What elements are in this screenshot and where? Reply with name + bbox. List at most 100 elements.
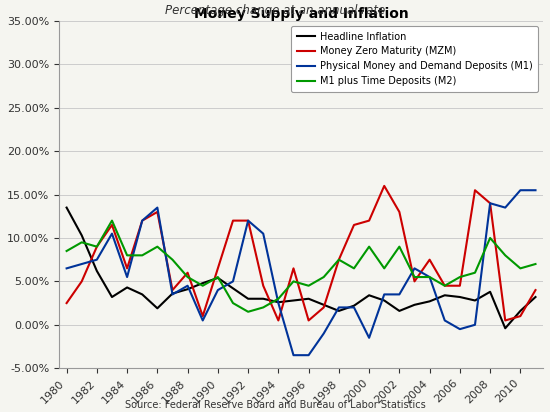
Physical Money and Demand Deposits (M1): [532, 188, 539, 193]
Physical Money and Demand Deposits (M1): [351, 305, 358, 310]
Headline Inflation: [456, 295, 463, 300]
Headline Inflation: [532, 295, 539, 300]
M1 plus Time Deposits (M2): [245, 309, 251, 314]
Physical Money and Demand Deposits (M1): [502, 205, 509, 210]
Headline Inflation: [426, 299, 433, 304]
Line: Headline Inflation: Headline Inflation: [67, 208, 536, 328]
M1 plus Time Deposits (M2): [336, 257, 342, 262]
Headline Inflation: [321, 302, 327, 307]
Headline Inflation: [260, 296, 267, 301]
Physical Money and Demand Deposits (M1): [79, 262, 85, 267]
Headline Inflation: [381, 298, 388, 303]
M1 plus Time Deposits (M2): [79, 240, 85, 245]
Physical Money and Demand Deposits (M1): [411, 266, 418, 271]
Physical Money and Demand Deposits (M1): [321, 331, 327, 336]
M1 plus Time Deposits (M2): [351, 266, 358, 271]
M1 plus Time Deposits (M2): [230, 301, 236, 306]
Headline Inflation: [109, 295, 116, 300]
Physical Money and Demand Deposits (M1): [63, 266, 70, 271]
M1 plus Time Deposits (M2): [63, 248, 70, 253]
Headline Inflation: [472, 298, 478, 303]
Money Zero Maturity (MZM): [396, 209, 403, 214]
Headline Inflation: [305, 296, 312, 301]
Money Zero Maturity (MZM): [487, 201, 493, 206]
Headline Inflation: [139, 292, 146, 297]
Physical Money and Demand Deposits (M1): [184, 283, 191, 288]
M1 plus Time Deposits (M2): [381, 266, 388, 271]
M1 plus Time Deposits (M2): [487, 236, 493, 241]
Headline Inflation: [79, 233, 85, 238]
Money Zero Maturity (MZM): [94, 244, 100, 249]
Physical Money and Demand Deposits (M1): [366, 335, 372, 340]
Physical Money and Demand Deposits (M1): [154, 205, 161, 210]
Physical Money and Demand Deposits (M1): [336, 305, 342, 310]
Headline Inflation: [396, 309, 403, 314]
Physical Money and Demand Deposits (M1): [487, 201, 493, 206]
M1 plus Time Deposits (M2): [260, 305, 267, 310]
Money Zero Maturity (MZM): [321, 305, 327, 310]
Physical Money and Demand Deposits (M1): [245, 218, 251, 223]
M1 plus Time Deposits (M2): [184, 274, 191, 279]
Headline Inflation: [154, 306, 161, 311]
Physical Money and Demand Deposits (M1): [214, 288, 221, 293]
Headline Inflation: [366, 293, 372, 298]
Money Zero Maturity (MZM): [63, 301, 70, 306]
M1 plus Time Deposits (M2): [472, 270, 478, 275]
Headline Inflation: [411, 302, 418, 307]
Physical Money and Demand Deposits (M1): [230, 279, 236, 284]
M1 plus Time Deposits (M2): [532, 262, 539, 267]
Money Zero Maturity (MZM): [351, 222, 358, 227]
Money Zero Maturity (MZM): [517, 314, 524, 318]
Headline Inflation: [245, 296, 251, 301]
Money Zero Maturity (MZM): [290, 266, 297, 271]
Money Zero Maturity (MZM): [532, 288, 539, 293]
Headline Inflation: [336, 309, 342, 314]
Money Zero Maturity (MZM): [381, 183, 388, 188]
Physical Money and Demand Deposits (M1): [396, 292, 403, 297]
Money Zero Maturity (MZM): [214, 266, 221, 271]
Text: Percentage change at an annual rate: Percentage change at an annual rate: [165, 4, 385, 17]
Physical Money and Demand Deposits (M1): [109, 231, 116, 236]
Headline Inflation: [169, 291, 176, 296]
Headline Inflation: [94, 269, 100, 274]
Headline Inflation: [290, 298, 297, 303]
M1 plus Time Deposits (M2): [214, 274, 221, 279]
M1 plus Time Deposits (M2): [290, 279, 297, 284]
M1 plus Time Deposits (M2): [396, 244, 403, 249]
M1 plus Time Deposits (M2): [124, 253, 130, 258]
Headline Inflation: [517, 309, 524, 314]
Physical Money and Demand Deposits (M1): [381, 292, 388, 297]
Physical Money and Demand Deposits (M1): [290, 353, 297, 358]
Physical Money and Demand Deposits (M1): [472, 322, 478, 327]
Headline Inflation: [502, 326, 509, 331]
Money Zero Maturity (MZM): [245, 218, 251, 223]
M1 plus Time Deposits (M2): [411, 274, 418, 279]
Money Zero Maturity (MZM): [275, 318, 282, 323]
Money Zero Maturity (MZM): [366, 218, 372, 223]
Money Zero Maturity (MZM): [411, 279, 418, 284]
Headline Inflation: [275, 300, 282, 305]
Line: M1 plus Time Deposits (M2): M1 plus Time Deposits (M2): [67, 220, 536, 312]
Money Zero Maturity (MZM): [426, 257, 433, 262]
Money Zero Maturity (MZM): [502, 318, 509, 323]
Money Zero Maturity (MZM): [109, 222, 116, 227]
M1 plus Time Deposits (M2): [139, 253, 146, 258]
M1 plus Time Deposits (M2): [154, 244, 161, 249]
M1 plus Time Deposits (M2): [442, 283, 448, 288]
Physical Money and Demand Deposits (M1): [305, 353, 312, 358]
Physical Money and Demand Deposits (M1): [275, 301, 282, 306]
Headline Inflation: [351, 303, 358, 308]
Money Zero Maturity (MZM): [154, 209, 161, 214]
M1 plus Time Deposits (M2): [275, 296, 282, 301]
Money Zero Maturity (MZM): [336, 257, 342, 262]
Physical Money and Demand Deposits (M1): [124, 274, 130, 279]
Headline Inflation: [442, 293, 448, 298]
M1 plus Time Deposits (M2): [366, 244, 372, 249]
M1 plus Time Deposits (M2): [305, 283, 312, 288]
Physical Money and Demand Deposits (M1): [442, 318, 448, 323]
Money Zero Maturity (MZM): [169, 288, 176, 293]
M1 plus Time Deposits (M2): [200, 283, 206, 288]
M1 plus Time Deposits (M2): [94, 244, 100, 249]
Headline Inflation: [124, 285, 130, 290]
M1 plus Time Deposits (M2): [169, 257, 176, 262]
